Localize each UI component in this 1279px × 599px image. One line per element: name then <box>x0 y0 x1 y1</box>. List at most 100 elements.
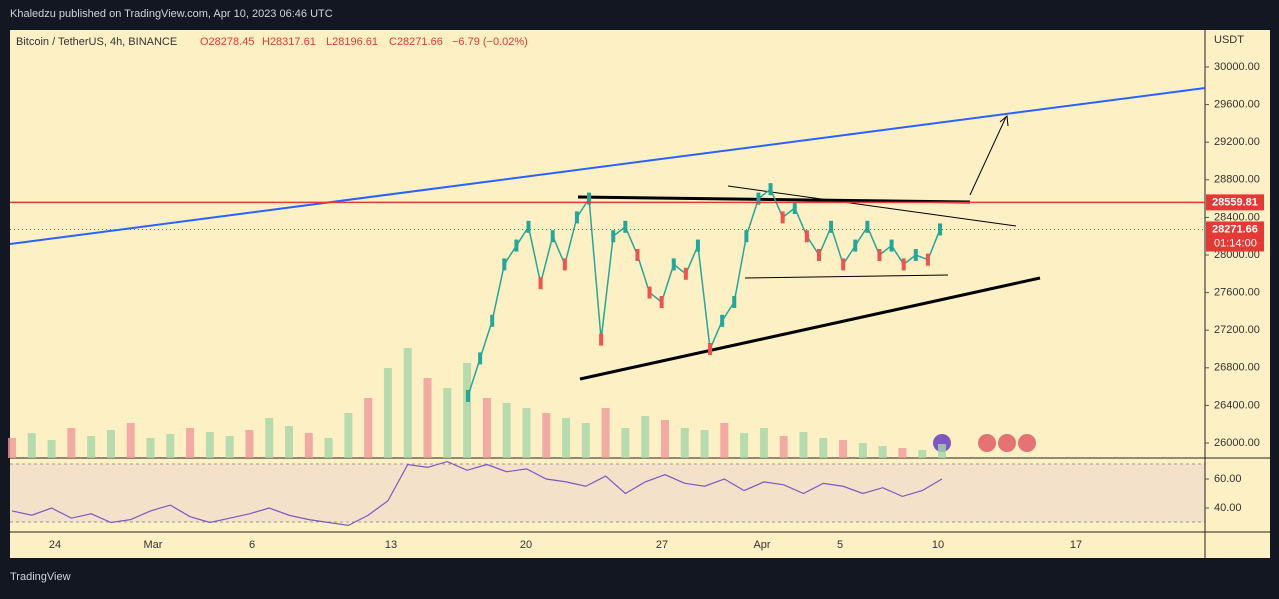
price-label: 27200.00 <box>1214 324 1260 336</box>
volume-bar <box>205 432 214 458</box>
candle <box>804 230 809 243</box>
date-label: 20 <box>520 539 532 551</box>
flag-icon[interactable] <box>998 434 1016 452</box>
open: O28278.45 <box>200 36 254 48</box>
volume-bar <box>641 416 650 458</box>
volume-bar <box>106 430 115 458</box>
volume-bar <box>918 450 927 458</box>
volume-bar <box>858 443 867 458</box>
candle <box>841 258 846 271</box>
volume-bar <box>27 433 36 458</box>
volume-bar <box>463 363 472 458</box>
candle <box>756 192 761 205</box>
volume-bar <box>680 428 689 458</box>
candle <box>744 230 749 243</box>
rsi-label: 40.00 <box>1214 502 1242 514</box>
candle <box>490 314 495 327</box>
volume-bar <box>779 436 788 458</box>
candle <box>913 249 918 261</box>
volume-bar <box>482 398 491 458</box>
candle <box>816 249 821 261</box>
change: −6.79 (−0.02%) <box>452 36 528 48</box>
price-label: 29200.00 <box>1214 136 1260 148</box>
rsi-line <box>11 460 943 527</box>
price-label: 28400.00 <box>1214 211 1260 223</box>
volume-bar <box>720 423 729 458</box>
candle <box>611 230 616 243</box>
volume-bar <box>443 388 452 458</box>
candle <box>502 258 507 271</box>
candle <box>877 249 882 261</box>
volume-bar <box>759 428 768 458</box>
close: C28271.66 <box>389 36 443 48</box>
price-line <box>467 188 941 397</box>
candle <box>671 258 676 271</box>
candle <box>466 390 470 402</box>
wedge-bottom <box>744 274 949 279</box>
candle <box>792 202 797 214</box>
candle <box>647 286 652 299</box>
volume-bar <box>878 446 887 458</box>
candle <box>587 192 592 205</box>
candle <box>780 211 785 224</box>
date-label: 27 <box>656 539 668 551</box>
volume-bar <box>126 423 135 458</box>
volume-bar <box>502 403 511 458</box>
volume-bar <box>819 438 828 458</box>
price-label: 26400.00 <box>1214 399 1260 411</box>
countdown: 01:14:00 <box>1214 237 1257 249</box>
price-label: 28800.00 <box>1214 174 1260 186</box>
volume-bar <box>304 433 313 458</box>
rsi-label: 60.00 <box>1214 473 1242 485</box>
volume-bar <box>146 438 155 458</box>
candle <box>720 314 725 327</box>
candle <box>526 220 531 233</box>
volume-bar <box>364 398 373 458</box>
date-label: 6 <box>249 539 255 551</box>
volume-bar <box>87 436 96 458</box>
volume-bar <box>67 428 76 458</box>
candle <box>599 333 604 346</box>
candle <box>925 253 930 266</box>
candle <box>853 239 858 252</box>
last-tag <box>1206 221 1264 252</box>
volume-bar <box>186 428 195 458</box>
publisher: Khaledzu published on TradingView.com, A… <box>10 8 333 20</box>
high: H28317.61 <box>262 36 316 48</box>
volume-bar <box>799 432 808 458</box>
volume-bar <box>660 420 669 458</box>
flag-icon[interactable] <box>1018 434 1036 452</box>
brand: TradingView <box>10 571 71 583</box>
volume-bar <box>285 426 294 458</box>
candle <box>829 220 834 233</box>
price-label: 29600.00 <box>1214 99 1260 111</box>
price-label: 28000.00 <box>1214 249 1260 261</box>
candle <box>635 249 640 261</box>
price-label: 26000.00 <box>1214 437 1260 449</box>
volume-bar <box>324 438 333 458</box>
candle <box>865 220 870 233</box>
volume-bar <box>166 434 175 458</box>
triangle-bottom <box>579 276 1041 381</box>
volume-bar <box>423 378 432 458</box>
candle <box>683 267 688 280</box>
low: L28196.61 <box>326 36 378 48</box>
volume-bar <box>225 436 234 458</box>
rsi-band <box>10 464 1205 522</box>
symbol: Bitcoin / TetherUS, 4h, BINANCE <box>16 36 177 48</box>
channel-line <box>9 87 1206 245</box>
volume-bar <box>740 433 749 458</box>
candle <box>550 230 555 243</box>
volume-bar <box>265 418 274 458</box>
unit: USDT <box>1214 34 1244 46</box>
flag-icon[interactable] <box>978 434 996 452</box>
target-arrow <box>969 114 1009 196</box>
volume-bar <box>8 438 16 458</box>
date-label: 5 <box>837 539 843 551</box>
candle <box>659 296 664 308</box>
volume-bar <box>47 440 56 458</box>
event-icon[interactable] <box>933 434 951 452</box>
candle <box>562 258 567 271</box>
volume-bar <box>383 368 392 458</box>
